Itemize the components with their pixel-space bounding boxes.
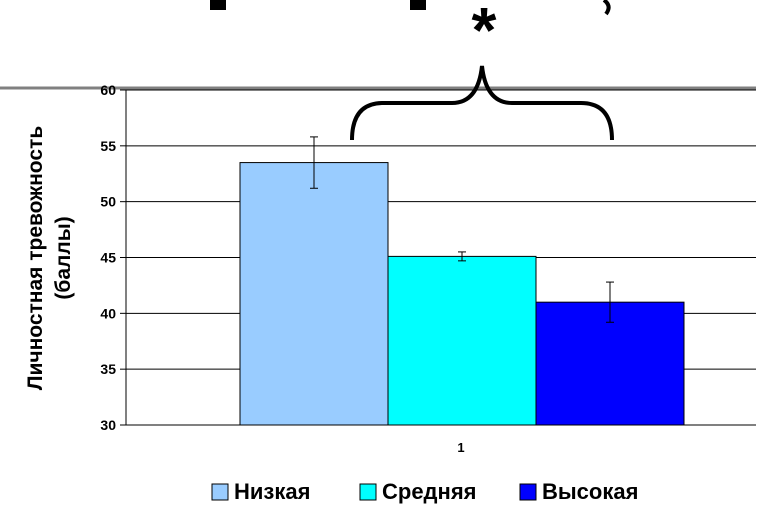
legend: Низкая Средняя Высокая [211, 479, 638, 504]
legend-label: Средняя [382, 479, 477, 504]
y-tick-label: 45 [100, 250, 116, 266]
bar-1 [239, 162, 389, 426]
y-tick-label: 40 [100, 305, 116, 321]
y-axis-title: Личностная тревожность (баллы) [24, 126, 75, 391]
significance-brace [350, 65, 614, 141]
y-tick-label: 55 [100, 138, 116, 154]
legend-swatch [519, 483, 537, 501]
y-tick-label: 60 [100, 82, 116, 98]
cropped-title-fragment [210, 0, 611, 16]
bar-2 [387, 255, 537, 426]
y-axis-title-line2: (баллы) [52, 216, 75, 299]
y-tick-label: 35 [100, 361, 116, 377]
y-tick-label: 30 [100, 417, 116, 433]
legend-swatch [211, 483, 229, 501]
legend-label: Низкая [234, 479, 310, 504]
error-bars [310, 136, 614, 323]
legend-swatch [359, 483, 377, 501]
y-axis-title-line1: Личностная тревожность [24, 126, 47, 391]
x-tick-label: 1 [457, 440, 464, 455]
y-tick-label: 50 [100, 194, 116, 210]
y-axis-ticks: 30 35 40 45 50 55 60 [100, 82, 126, 433]
legend-label: Высокая [542, 479, 638, 504]
bars [239, 162, 685, 426]
significance-asterisk: * [472, 0, 497, 66]
